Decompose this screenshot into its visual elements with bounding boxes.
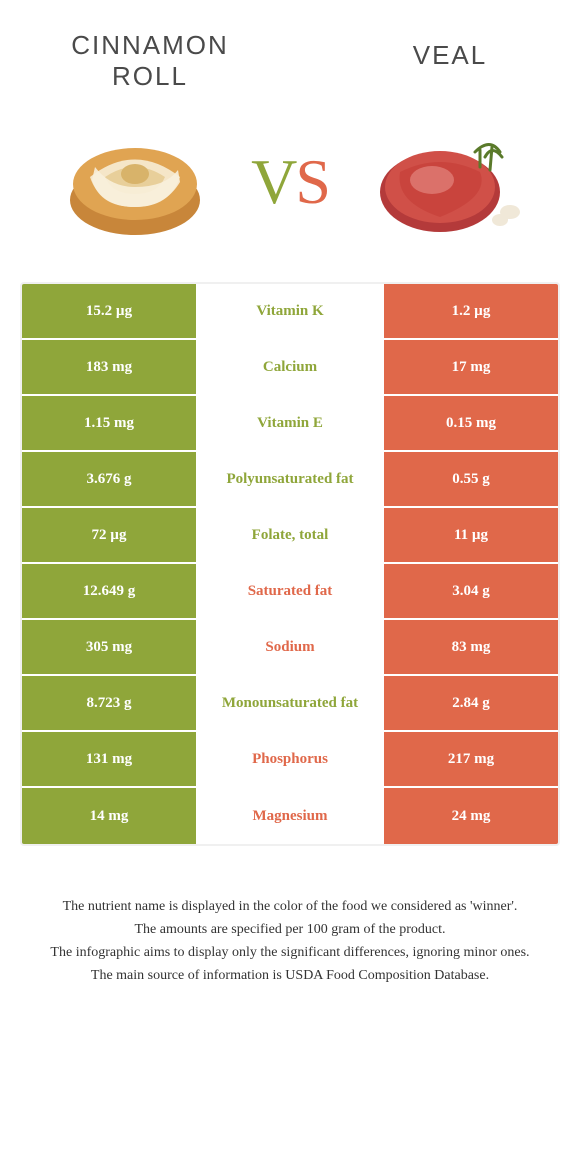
table-row: 15.2 µgVitamin K1.2 µg — [22, 284, 558, 340]
vs-v-letter: V — [251, 146, 295, 217]
right-value-cell: 83 mg — [378, 620, 558, 674]
table-row: 14 mgMagnesium24 mg — [22, 788, 558, 844]
nutrient-label-cell: Monounsaturated fat — [202, 676, 378, 730]
table-row: 12.649 gSaturated fat3.04 g — [22, 564, 558, 620]
nutrient-table: 15.2 µgVitamin K1.2 µg183 mgCalcium17 mg… — [20, 282, 560, 846]
left-food-image — [50, 122, 220, 242]
right-value-cell: 3.04 g — [378, 564, 558, 618]
footer-line: The amounts are specified per 100 gram o… — [30, 919, 550, 940]
table-row: 8.723 gMonounsaturated fat2.84 g — [22, 676, 558, 732]
left-food-title: CINNAMON ROLL — [60, 30, 240, 92]
footer-notes: The nutrient name is displayed in the co… — [20, 846, 560, 998]
right-value-cell: 24 mg — [378, 788, 558, 844]
left-value-cell: 15.2 µg — [22, 284, 202, 338]
left-value-cell: 131 mg — [22, 732, 202, 786]
nutrient-label-cell: Phosphorus — [202, 732, 378, 786]
right-value-cell: 17 mg — [378, 340, 558, 394]
header: CINNAMON ROLL VEAL — [20, 20, 560, 92]
table-row: 1.15 mgVitamin E0.15 mg — [22, 396, 558, 452]
right-value-cell: 217 mg — [378, 732, 558, 786]
nutrient-label-cell: Saturated fat — [202, 564, 378, 618]
cinnamon-roll-icon — [50, 122, 220, 242]
nutrient-label-cell: Vitamin K — [202, 284, 378, 338]
vs-label: VS — [251, 145, 329, 219]
right-value-cell: 0.55 g — [378, 452, 558, 506]
left-value-cell: 183 mg — [22, 340, 202, 394]
nutrient-label-cell: Polyunsaturated fat — [202, 452, 378, 506]
left-value-cell: 1.15 mg — [22, 396, 202, 450]
nutrient-label-cell: Magnesium — [202, 788, 378, 844]
table-row: 131 mgPhosphorus217 mg — [22, 732, 558, 788]
footer-line: The infographic aims to display only the… — [30, 942, 550, 963]
table-row: 3.676 gPolyunsaturated fat0.55 g — [22, 452, 558, 508]
infographic-container: CINNAMON ROLL VEAL VS — [0, 0, 580, 1028]
nutrient-label-cell: Folate, total — [202, 508, 378, 562]
hero-row: VS — [20, 92, 560, 282]
nutrient-label-cell: Vitamin E — [202, 396, 378, 450]
left-value-cell: 8.723 g — [22, 676, 202, 730]
right-food-image — [360, 122, 530, 242]
nutrient-label-cell: Sodium — [202, 620, 378, 674]
vs-s-letter: S — [295, 146, 329, 217]
left-value-cell: 12.649 g — [22, 564, 202, 618]
table-row: 72 µgFolate, total11 µg — [22, 508, 558, 564]
veal-icon — [360, 122, 530, 242]
left-value-cell: 3.676 g — [22, 452, 202, 506]
right-value-cell: 0.15 mg — [378, 396, 558, 450]
left-value-cell: 72 µg — [22, 508, 202, 562]
left-value-cell: 14 mg — [22, 788, 202, 844]
right-value-cell: 11 µg — [378, 508, 558, 562]
left-value-cell: 305 mg — [22, 620, 202, 674]
right-value-cell: 2.84 g — [378, 676, 558, 730]
table-row: 183 mgCalcium17 mg — [22, 340, 558, 396]
table-row: 305 mgSodium83 mg — [22, 620, 558, 676]
footer-line: The nutrient name is displayed in the co… — [30, 896, 550, 917]
right-value-cell: 1.2 µg — [378, 284, 558, 338]
footer-line: The main source of information is USDA F… — [30, 965, 550, 986]
right-food-title: VEAL — [380, 30, 520, 71]
nutrient-label-cell: Calcium — [202, 340, 378, 394]
